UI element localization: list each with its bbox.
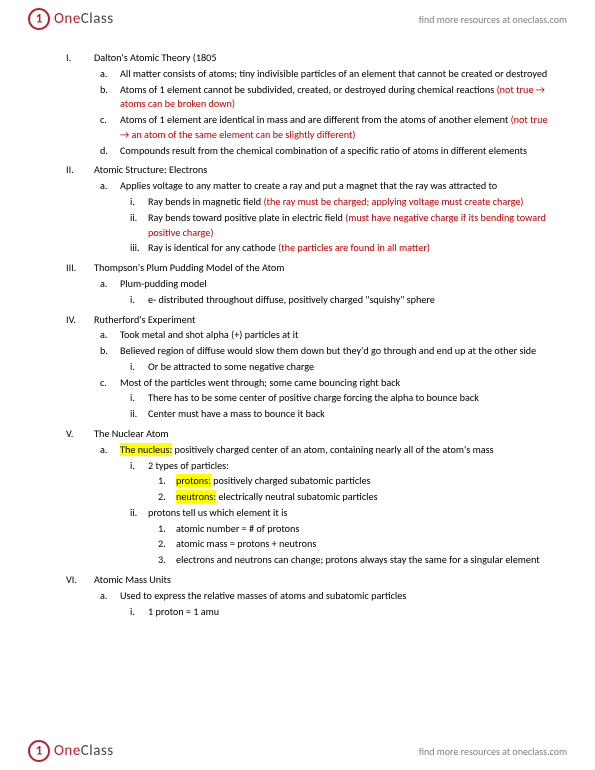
section-VI: VI. Atomic Mass Units a. Used to express… (58, 573, 559, 619)
brand-name: OneClass (54, 10, 114, 28)
brand-icon (28, 8, 50, 30)
section-I-title: Dalton's Atomic Theory (1805 (94, 51, 559, 66)
V-a-i-2: neutrons: electrically neutral subatomic… (176, 490, 559, 505)
V-a: The nucleus: positively charged center o… (120, 443, 559, 568)
brand-class: Class (81, 10, 114, 28)
IV-c: Most of the particles went through; some… (120, 376, 559, 422)
II-a-ii: Ray bends toward positive plate in elect… (148, 211, 559, 241)
VI-a: Used to express the relative masses of a… (120, 589, 559, 620)
section-VI-title: Atomic Mass Units (94, 573, 559, 588)
V-a-ii-2: atomic mass = protons + neutrons (176, 537, 559, 552)
I-c: Atoms of 1 element are identical in mass… (120, 113, 559, 143)
footer-brand-name: OneClass (54, 742, 114, 760)
VI-a-i: 1 proton = 1 amu (148, 605, 559, 620)
V-a-i: 2 types of particles: 1.protons: positiv… (148, 459, 559, 505)
IV-c-ii: Center must have a mass to bounce it bac… (148, 407, 559, 422)
section-V: V. The Nuclear Atom a. The nucleus: posi… (58, 427, 559, 568)
brand-one: One (54, 10, 81, 28)
page-header: OneClass find more resources at oneclass… (0, 0, 595, 38)
III-a-i: e- distributed throughout diffuse, posit… (148, 293, 559, 308)
section-III-title: Thompson's Plum Pudding Model of the Ato… (94, 261, 559, 276)
section-IV-title: Rutherford's Experiment (94, 313, 559, 328)
section-I: I. Dalton's Atomic Theory (1805 a.All ma… (58, 51, 559, 158)
I-a: All matter consists of atoms; tiny indiv… (120, 67, 559, 82)
I-b: Atoms of 1 element cannot be subdivided,… (120, 83, 559, 113)
section-V-title: The Nuclear Atom (94, 427, 559, 442)
II-a-iii: Ray is identical for any cathode (the pa… (148, 241, 559, 256)
II-a: Applies voltage to any matter to create … (120, 179, 559, 256)
V-a-i-1: protons: positively charged subatomic pa… (176, 474, 559, 489)
section-II: II. Atomic Structure: Electrons a. Appli… (58, 163, 559, 256)
section-II-title: Atomic Structure: Electrons (94, 163, 559, 178)
IV-c-i: There has to be some center of positive … (148, 391, 559, 406)
section-IV: IV. Rutherford's Experiment a.Took metal… (58, 313, 559, 422)
I-d: Compounds result from the chemical combi… (120, 144, 559, 159)
V-a-ii-1: atomic number = # of protons (176, 522, 559, 537)
brand-logo: OneClass (28, 8, 114, 30)
header-tagline: find more resources at oneclass.com (419, 13, 567, 26)
page-footer: OneClass find more resources at oneclass… (0, 732, 595, 770)
IV-b-i: Or be attracted to some negative charge (148, 360, 559, 375)
footer-brand-icon (28, 740, 50, 762)
II-a-i: Ray bends in magnetic field (the ray mus… (148, 195, 559, 210)
footer-tagline: find more resources at oneclass.com (419, 745, 567, 758)
footer-logo: OneClass (28, 740, 114, 762)
IV-a: Took metal and shot alpha (+) particles … (120, 328, 559, 343)
V-a-ii-3: electrons and neutrons can change; proto… (176, 553, 559, 568)
document-body: I. Dalton's Atomic Theory (1805 a.All ma… (58, 46, 559, 619)
III-a: Plum-pudding model i.e- distributed thro… (120, 277, 559, 308)
V-a-ii: protons tell us which element it is 1.at… (148, 506, 559, 568)
section-III: III. Thompson's Plum Pudding Model of th… (58, 261, 559, 307)
IV-b: Believed region of diffuse would slow th… (120, 344, 559, 375)
